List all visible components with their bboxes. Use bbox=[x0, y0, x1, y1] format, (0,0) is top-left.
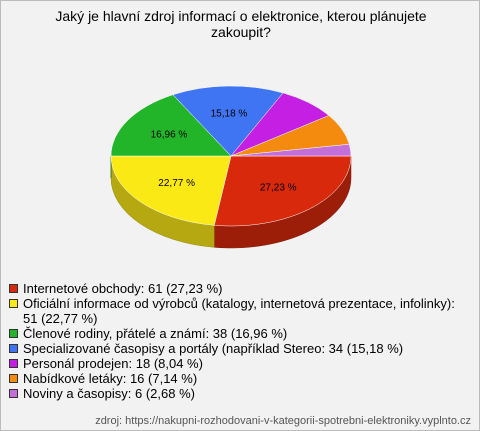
slice bbox=[172, 85, 284, 157]
legend-swatch bbox=[9, 329, 18, 338]
pie-chart: 27,23 % 22,77 % 16,96 % 15,18 % bbox=[110, 85, 352, 249]
slice-label: 15,18 % bbox=[211, 109, 248, 120]
legend-swatch bbox=[9, 344, 18, 353]
legend-item: Nabídkové letáky: 16 (7,14 %) bbox=[9, 371, 471, 386]
slice-label: 22,77 % bbox=[158, 178, 195, 189]
legend: Internetové obchody: 61 (27,23 %) Oficiál… bbox=[9, 281, 471, 401]
legend-label: Internetové obchody: 61 (27,23 %) bbox=[23, 281, 223, 296]
slice bbox=[110, 155, 232, 226]
legend-swatch bbox=[9, 374, 18, 383]
slice-label: 16,96 % bbox=[151, 129, 188, 140]
legend-label: Nabídkové letáky: 16 (7,14 %) bbox=[23, 371, 198, 386]
legend-label: Noviny a časopisy: 6 (2,68 %) bbox=[23, 386, 195, 401]
legend-swatch bbox=[9, 284, 18, 293]
source: zdroj: https://nakupni-rozhodovani-v-kat… bbox=[95, 415, 471, 427]
slice bbox=[213, 155, 352, 227]
legend-swatch bbox=[9, 389, 18, 398]
legend-swatch bbox=[9, 359, 18, 368]
legend-label: Personál prodejen: 18 (8,04 %) bbox=[23, 356, 203, 371]
legend-item: Internetové obchody: 61 (27,23 %) bbox=[9, 281, 471, 296]
legend-swatch bbox=[9, 299, 18, 308]
legend-item: Oficiální informace od výrobců (katalogy… bbox=[9, 296, 471, 326]
chart-title: Jaký je hlavní zdroj informací o elektro… bbox=[55, 8, 427, 40]
slice bbox=[110, 94, 232, 157]
legend-item: Personál prodejen: 18 (8,04 %) bbox=[9, 356, 471, 371]
legend-label: Členové rodiny, přátelé a známí: 38 (16,… bbox=[23, 326, 288, 341]
legend-item: Členové rodiny, přátelé a známí: 38 (16,… bbox=[9, 326, 471, 341]
legend-label: Specializované časopisy a portály (napří… bbox=[23, 341, 404, 356]
legend-item: Noviny a časopisy: 6 (2,68 %) bbox=[9, 386, 471, 401]
legend-label: Oficiální informace od výrobců (katalogy… bbox=[23, 296, 455, 326]
legend-item: Specializované časopisy a portály (napří… bbox=[9, 341, 471, 356]
slice bbox=[230, 143, 352, 157]
slice-label: 27,23 % bbox=[260, 182, 297, 193]
